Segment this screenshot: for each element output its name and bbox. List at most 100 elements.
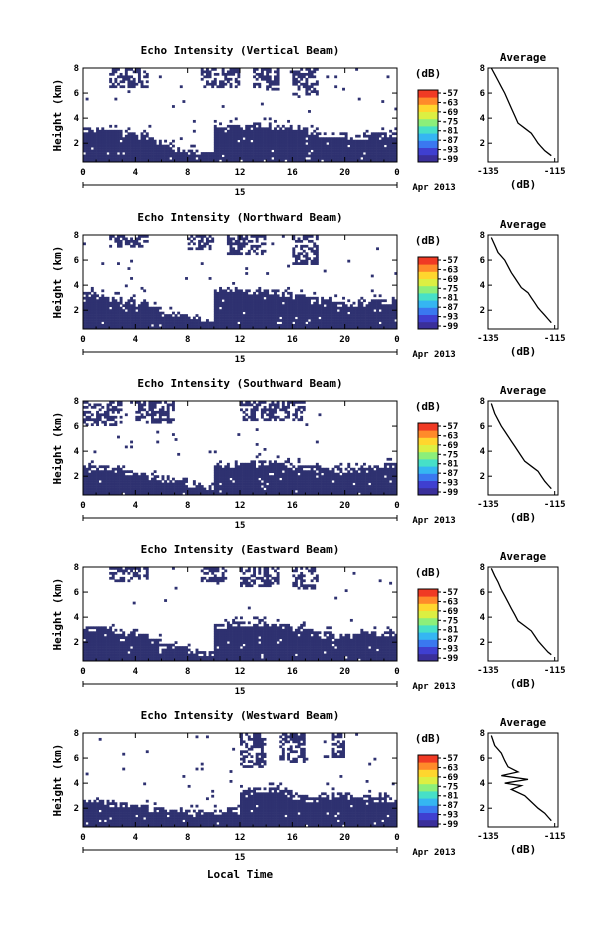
- heatmap-cell: [337, 147, 340, 150]
- heatmap-cell: [211, 324, 214, 327]
- heatmap-cell: [148, 314, 151, 317]
- heatmap-cell: [237, 304, 240, 307]
- heatmap-cell: [245, 418, 248, 421]
- heatmap-cell: [237, 302, 240, 305]
- heatmap-cell: [133, 85, 136, 88]
- heatmap-cell: [264, 150, 267, 153]
- heatmap-cell: [96, 302, 99, 305]
- heatmap-cell: [141, 485, 144, 488]
- heatmap-cell: [177, 147, 180, 150]
- heatmap-cell: [219, 289, 222, 292]
- heatmap-cell: [303, 127, 306, 130]
- heatmap-cell: [143, 75, 146, 78]
- heatmap-cell: [146, 309, 149, 312]
- heatmap-cell: [120, 324, 123, 327]
- heatmap-cell: [305, 245, 308, 248]
- heatmap-cell: [127, 470, 130, 473]
- heatmap-cell: [261, 465, 264, 468]
- heatmap-cell: [392, 150, 395, 153]
- heatmap-cell: [279, 470, 282, 473]
- heatmap-cell: [366, 142, 369, 145]
- heatmap-cell: [101, 490, 104, 493]
- heatmap-cell: [104, 130, 107, 133]
- heatmap-cell: [245, 299, 248, 302]
- heatmap-cell: [235, 465, 238, 468]
- heatmap-cell: [261, 304, 264, 307]
- heatmap-cell: [392, 307, 395, 310]
- heatmap-cell: [350, 309, 353, 312]
- heatmap-cell: [313, 70, 316, 73]
- heatmap-cell: [332, 312, 335, 315]
- heatmap-cell: [227, 314, 230, 317]
- heatmap-cell: [151, 157, 154, 160]
- heatmap-cell: [224, 324, 227, 327]
- heatmap-cell: [284, 147, 287, 150]
- heatmap-cell: [266, 413, 269, 416]
- heatmap-cell: [112, 488, 115, 491]
- heatmap-cell: [156, 312, 159, 315]
- heatmap-cell: [107, 480, 110, 483]
- heatmap-cell: [368, 480, 371, 483]
- heatmap-cell: [358, 319, 361, 322]
- heatmap-cell: [240, 483, 243, 486]
- heatmap-cell: [284, 480, 287, 483]
- heatmap-cell: [371, 470, 374, 473]
- heatmap-cell: [332, 155, 335, 158]
- heatmap-cell: [201, 155, 204, 158]
- heatmap-cell: [284, 140, 287, 143]
- heatmap-cell: [196, 247, 199, 250]
- heatmap-cell: [313, 324, 316, 327]
- heatmap-cell: [271, 299, 274, 302]
- heatmap-cell: [250, 480, 253, 483]
- heatmap-cell: [287, 416, 290, 419]
- heatmap-cell: [261, 473, 264, 476]
- heatmap-cell: [127, 240, 130, 243]
- heatmap-cell: [107, 302, 110, 305]
- heatmap-cell: [371, 490, 374, 493]
- heatmap-cell: [284, 465, 287, 468]
- heatmap-cell: [209, 247, 212, 250]
- heatmap-cell: [230, 70, 233, 73]
- heatmap-cell: [138, 319, 141, 322]
- heatmap-cell: [88, 411, 91, 414]
- heatmap-cell: [373, 152, 376, 155]
- heatmap-cell: [345, 140, 348, 143]
- heatmap-cell: [384, 140, 387, 143]
- heatmap-cell: [284, 322, 287, 325]
- heatmap-cell: [371, 135, 374, 138]
- heatmap-cell: [274, 406, 277, 409]
- heatmap-cell: [127, 317, 130, 320]
- heatmap-cell: [321, 478, 324, 481]
- heatmap-cell: [127, 135, 130, 138]
- heatmap-cell: [261, 463, 264, 466]
- heatmap-cell: [125, 307, 128, 310]
- heatmap-cell: [381, 324, 384, 327]
- heatmap-cell: [264, 317, 267, 320]
- heatmap-cell: [373, 302, 376, 305]
- heatmap-cell: [133, 317, 136, 320]
- heatmap-cell: [373, 132, 376, 135]
- heatmap-cell: [303, 319, 306, 322]
- heatmap-cell: [122, 322, 125, 325]
- heatmap-cell: [269, 75, 272, 78]
- heatmap-cell: [125, 237, 128, 240]
- heatmap-cell: [214, 73, 217, 76]
- heatmap-cell: [185, 317, 188, 320]
- heatmap-cell: [321, 324, 324, 327]
- heatmap-cell: [282, 408, 285, 411]
- heatmap-cell: [133, 485, 136, 488]
- heatmap-cell: [274, 485, 277, 488]
- heatmap-cell: [366, 478, 369, 481]
- heatmap-cell: [117, 132, 120, 135]
- heatmap-cell: [159, 317, 162, 320]
- heatmap-cell: [305, 324, 308, 327]
- heatmap-cell: [143, 478, 146, 481]
- heatmap-cell: [373, 135, 376, 138]
- heatmap-cell: [156, 431, 159, 434]
- heatmap-cell: [381, 100, 384, 103]
- heatmap-cell: [248, 294, 251, 297]
- heatmap-cell: [172, 406, 175, 409]
- heatmap-cell: [112, 130, 115, 133]
- heatmap-cell: [376, 480, 379, 483]
- heatmap-cell: [279, 147, 282, 150]
